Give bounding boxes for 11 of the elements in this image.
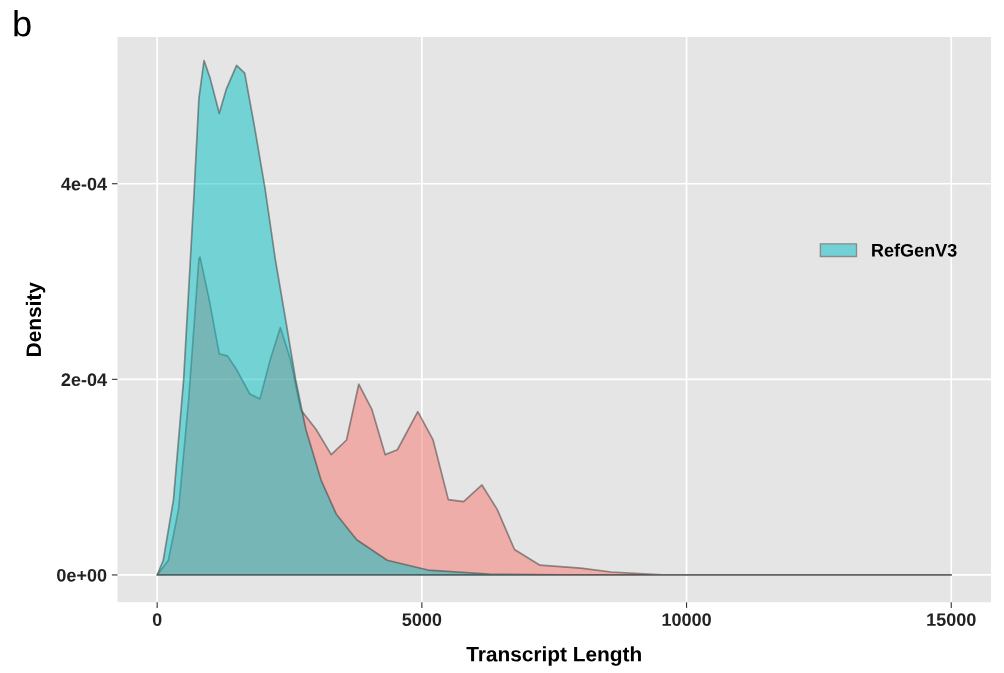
y-tick-label: 2e-04 [61,373,107,387]
x-tick-label: 5000 [402,613,442,627]
x-tick-label: 15000 [927,613,976,627]
y-tick-label: 4e-04 [61,177,107,191]
y-axis-title: Density [25,282,46,356]
x-axis-title: Transcript Length [466,646,641,666]
x-tick-label: 10000 [662,613,711,627]
legend-label: RefGenV3 [872,243,957,257]
x-tick-label: 0 [152,613,162,627]
text: b [14,10,31,37]
y-tick-label: 0e+00 [57,568,107,582]
